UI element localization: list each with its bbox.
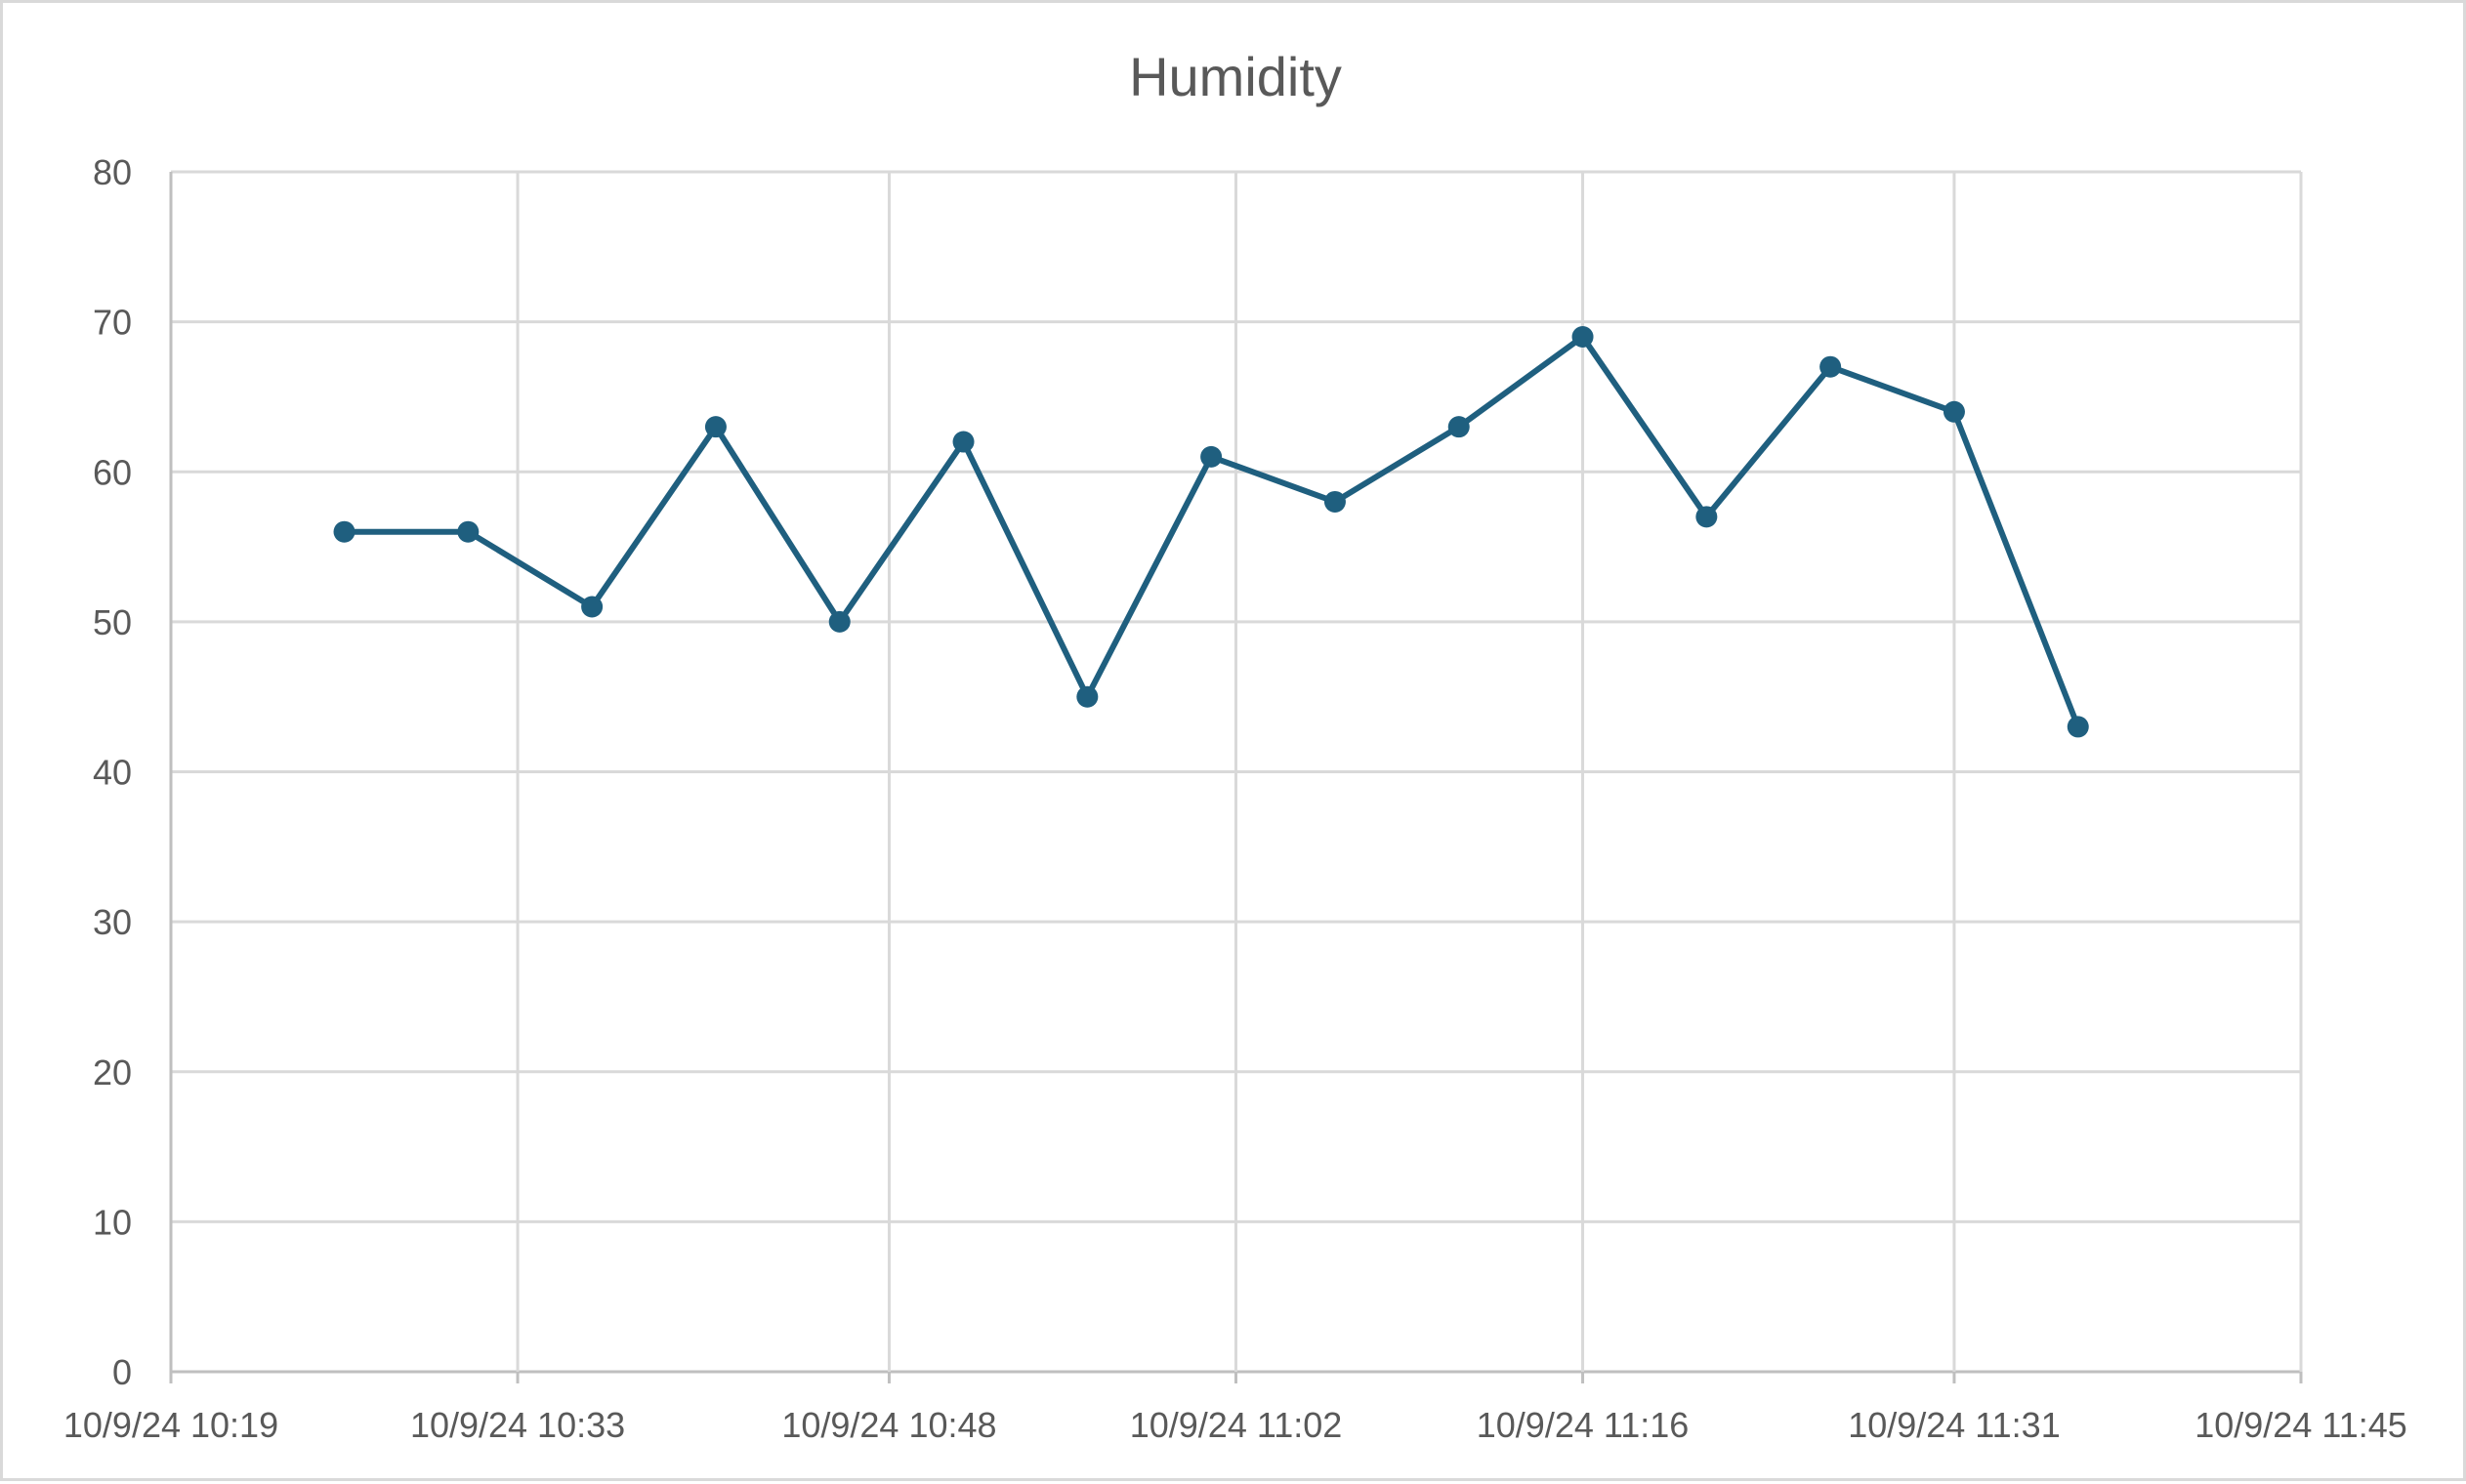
data-point [457, 520, 480, 543]
data-point [333, 520, 355, 543]
y-tick-label: 30 [93, 902, 132, 942]
x-tick-label: 10/9/24 11:45 [2194, 1405, 2407, 1445]
y-tick-label: 60 [93, 452, 132, 492]
data-point [581, 596, 604, 618]
data-point [1323, 490, 1346, 513]
y-tick-label: 70 [93, 303, 132, 343]
x-tick-label: 10/9/24 11:02 [1130, 1405, 1343, 1445]
series-line [344, 333, 2081, 728]
data-point [828, 610, 851, 633]
y-tick-label: 40 [93, 753, 132, 793]
data-point [1943, 400, 1965, 423]
humidity-chart: Humidity 0 10 20 30 40 50 60 70 80 10/9/24 10:19 1… [63, 46, 2407, 1445]
y-tick-label: 20 [93, 1052, 132, 1092]
data-point [1571, 325, 1594, 348]
data-point [1695, 506, 1718, 528]
axis-labels: 0 10 20 30 40 50 60 70 80 10/9/24 10:19 10/9/24 10… [63, 152, 2407, 1445]
data-point [1076, 685, 1099, 708]
data-point [952, 431, 975, 453]
grid-lines [169, 170, 2303, 1383]
data-point [1200, 445, 1223, 468]
humidity-series [333, 325, 2089, 738]
x-tick-label: 10/9/24 10:19 [63, 1405, 278, 1445]
data-point [1819, 355, 1842, 378]
chart-title: Humidity [1129, 46, 1342, 107]
x-tick-label: 10/9/24 11:16 [1477, 1405, 1690, 1445]
y-tick-label: 10 [93, 1202, 132, 1242]
y-tick-label: 0 [112, 1352, 132, 1392]
y-tick-label: 50 [93, 602, 132, 642]
x-tick-label: 10/9/24 11:31 [1848, 1405, 2061, 1445]
data-point [1447, 416, 1470, 438]
x-tick-label: 10/9/24 10:33 [410, 1405, 625, 1445]
data-point [704, 416, 727, 438]
data-point [2067, 716, 2089, 738]
x-tick-label: 10/9/24 10:48 [781, 1405, 996, 1445]
y-tick-label: 80 [93, 152, 132, 192]
